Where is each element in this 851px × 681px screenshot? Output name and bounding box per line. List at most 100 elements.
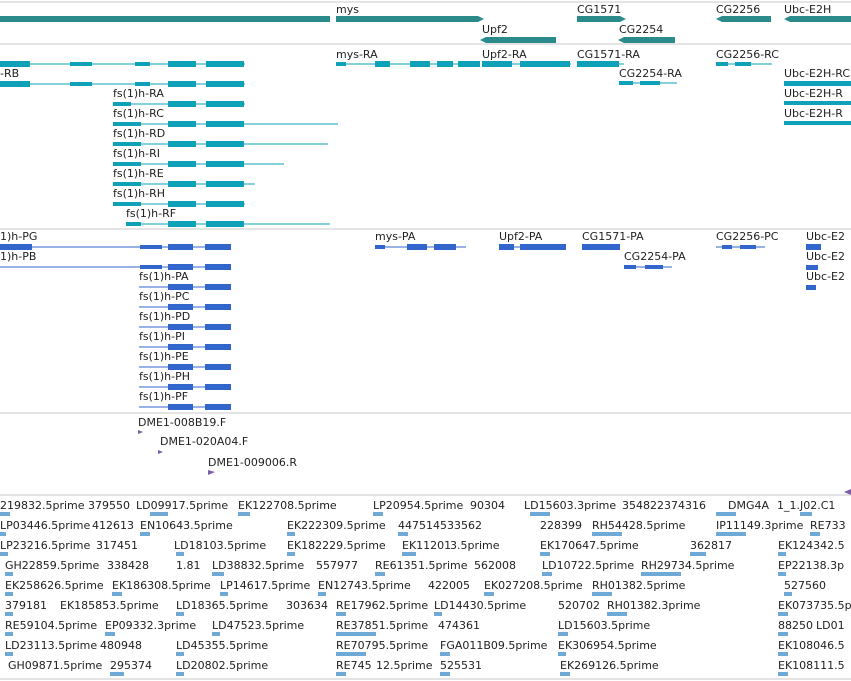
transcript-label-fs1h-rh[interactable]: fs(1)h-RH bbox=[113, 187, 165, 200]
est-mark[interactable] bbox=[5, 572, 13, 576]
est-mark[interactable] bbox=[530, 512, 550, 516]
transcript-label-upf2-ra[interactable]: Upf2-RA bbox=[482, 48, 527, 61]
transcript-label-fs1h-rb[interactable]: -RB bbox=[0, 67, 19, 80]
protein-fs1h-pa[interactable] bbox=[139, 284, 231, 290]
est-label[interactable]: 412613 bbox=[92, 519, 134, 532]
est-label[interactable]: EK027208.5prime bbox=[484, 579, 583, 592]
est-label[interactable]: 422005 bbox=[428, 579, 470, 592]
est-label[interactable]: LD09917.5prime bbox=[136, 499, 228, 512]
transcript-fs1h-ra[interactable] bbox=[113, 101, 245, 107]
est-label[interactable]: LD38832.5prime bbox=[212, 559, 304, 572]
gene-label-cg2254[interactable]: CG2254 bbox=[619, 23, 663, 36]
transcript-ubc-e2h-rc[interactable] bbox=[784, 81, 851, 86]
est-mark[interactable] bbox=[778, 632, 788, 636]
est-mark[interactable] bbox=[716, 512, 736, 516]
est-mark[interactable] bbox=[5, 652, 13, 656]
est-label[interactable]: RH01382.5prime bbox=[592, 579, 686, 592]
est-mark[interactable] bbox=[440, 672, 450, 676]
est-mark[interactable] bbox=[176, 672, 184, 676]
cdna-marker-2[interactable] bbox=[158, 450, 163, 454]
transcript-fs1h-rf[interactable] bbox=[126, 221, 330, 227]
est-label[interactable]: 562008 bbox=[474, 559, 516, 572]
est-mark[interactable] bbox=[176, 552, 184, 556]
transcript-label-fs1h-re[interactable]: fs(1)h-RE bbox=[113, 167, 164, 180]
est-label[interactable]: 480948 bbox=[100, 639, 142, 652]
est-label[interactable]: EK222309.5prime bbox=[287, 519, 386, 532]
est-mark[interactable] bbox=[318, 592, 326, 596]
protein-label-ubc-e2-3[interactable]: Ubc-E2 bbox=[806, 270, 845, 283]
est-label[interactable]: LD01 bbox=[816, 619, 845, 632]
transcript-fs1h-ri[interactable] bbox=[113, 161, 284, 167]
est-label[interactable]: RE70795.5prime bbox=[336, 639, 428, 652]
protein-ubc-e2-3[interactable] bbox=[806, 285, 816, 290]
est-mark[interactable] bbox=[238, 512, 250, 516]
transcript-cg2254-ra[interactable] bbox=[619, 81, 677, 85]
est-mark[interactable] bbox=[220, 592, 228, 596]
transcript-fs1h-rb[interactable] bbox=[0, 81, 245, 87]
transcript-ubc-e2h-r2[interactable] bbox=[784, 121, 851, 125]
gene-label-ubc-e2h[interactable]: Ubc-E2H bbox=[784, 3, 831, 16]
gene-cg2256-bar[interactable] bbox=[716, 16, 771, 22]
transcript-label-ubc-e2h-r2[interactable]: Ubc-E2H-R bbox=[784, 107, 843, 120]
transcript-label-fs1h-rf[interactable]: fs(1)h-RF bbox=[126, 207, 176, 220]
est-label[interactable]: EK108111.5 bbox=[778, 659, 845, 672]
est-label[interactable]: EK186308.5prime bbox=[112, 579, 211, 592]
cdna-marker-1[interactable] bbox=[138, 430, 143, 434]
transcript-label-cg2254-ra[interactable]: CG2254-RA bbox=[619, 67, 682, 80]
gene-label-upf2[interactable]: Upf2 bbox=[482, 23, 508, 36]
transcript-label-mys-ra[interactable]: mys-RA bbox=[336, 48, 378, 61]
gene-label-cg1571[interactable]: CG1571 bbox=[577, 3, 621, 16]
est-mark[interactable] bbox=[336, 672, 346, 676]
protein-fs1h-pf[interactable] bbox=[139, 404, 231, 410]
transcript-fs1h-rc[interactable] bbox=[113, 121, 338, 127]
est-label[interactable]: RE6135 bbox=[375, 559, 418, 572]
est-mark[interactable] bbox=[607, 612, 627, 616]
transcript-fs1h-rd[interactable] bbox=[113, 141, 328, 147]
est-label[interactable]: 520702 bbox=[558, 599, 600, 612]
protein-label-ubc-e2-2[interactable]: Ubc-E2 bbox=[806, 250, 845, 263]
protein-fs1h-pd[interactable] bbox=[139, 324, 231, 330]
est-label[interactable]: LP03446.5prime bbox=[0, 519, 91, 532]
protein-label-fs1h-pi[interactable]: fs(1)h-PI bbox=[139, 330, 185, 343]
est-label[interactable]: EK073735.5p bbox=[778, 599, 851, 612]
protein-label-fs1h-pc[interactable]: fs(1)h-PC bbox=[139, 290, 190, 303]
transcript-label-ubc-e2h-r1[interactable]: Ubc-E2H-R bbox=[784, 87, 843, 100]
est-label[interactable]: EK11201 bbox=[402, 539, 451, 552]
est-mark[interactable] bbox=[800, 512, 812, 516]
transcript-label-ubc-e2h-rc[interactable]: Ubc-E2H-RC bbox=[784, 67, 850, 80]
gene-mys-bar[interactable] bbox=[336, 16, 484, 22]
gene-upf2-bar[interactable] bbox=[480, 37, 556, 43]
transcript-cg2256-rc[interactable] bbox=[716, 62, 772, 66]
est-label[interactable]: 379181 bbox=[5, 599, 47, 612]
protein-label-ubc-e2-1[interactable]: Ubc-E2 bbox=[806, 230, 845, 243]
protein-label-fs1h-ph[interactable]: fs(1)h-PH bbox=[139, 370, 190, 383]
est-label[interactable]: EK185853.5prime bbox=[60, 599, 159, 612]
protein-mys-pa[interactable] bbox=[375, 244, 466, 250]
est-label[interactable]: LD14430.5prime bbox=[434, 599, 526, 612]
est-label[interactable]: FGA011B09.5prime bbox=[440, 639, 548, 652]
est-mark[interactable] bbox=[778, 612, 788, 616]
est-mark[interactable] bbox=[778, 552, 786, 556]
est-label[interactable]: RH29734.5prime bbox=[641, 559, 735, 572]
est-mark[interactable] bbox=[375, 572, 385, 576]
est-label[interactable]: DMG4A bbox=[728, 499, 769, 512]
est-mark[interactable] bbox=[434, 612, 442, 616]
est-label[interactable]: EK258626.5prime bbox=[5, 579, 104, 592]
est-label[interactable]: LD15603.5prime bbox=[558, 619, 650, 632]
protein-label-cg2254-pa[interactable]: CG2254-PA bbox=[624, 250, 686, 263]
est-mark[interactable] bbox=[484, 592, 494, 596]
est-mark[interactable] bbox=[0, 512, 10, 516]
est-mark[interactable] bbox=[778, 572, 786, 576]
est-mark[interactable] bbox=[336, 612, 346, 616]
est-label[interactable]: 295374 bbox=[110, 659, 152, 672]
est-mark[interactable] bbox=[5, 612, 13, 616]
transcript-label-fs1h-ra[interactable]: fs(1)h-RA bbox=[113, 87, 164, 100]
gene-ubc-e2h-bar[interactable] bbox=[784, 16, 851, 22]
transcript-label-cg1571-ra[interactable]: CG1571-RA bbox=[577, 48, 640, 61]
est-label[interactable]: 219832.5prime bbox=[0, 499, 85, 512]
est-label[interactable]: RE17962.5prime bbox=[336, 599, 428, 612]
est-label[interactable]: 527560 bbox=[784, 579, 826, 592]
protein-ubc-e2-2[interactable] bbox=[806, 265, 818, 270]
est-label[interactable]: LD45355.5prime bbox=[176, 639, 268, 652]
transcript-cg1571-ra[interactable] bbox=[577, 61, 624, 67]
